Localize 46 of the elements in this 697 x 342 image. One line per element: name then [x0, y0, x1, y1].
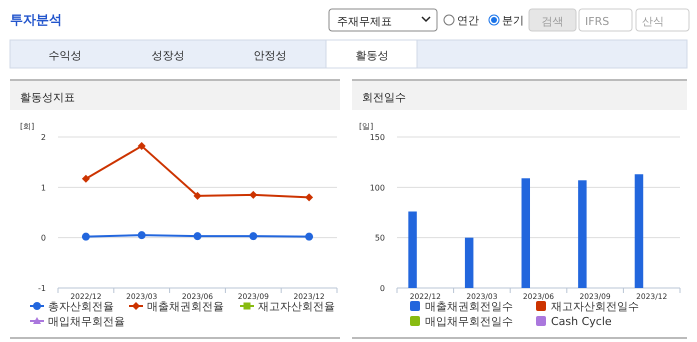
text: 연간 [457, 14, 479, 27]
text: 검색 [542, 15, 564, 28]
point [194, 232, 202, 240]
y-tick-label: 1 [40, 183, 46, 192]
y-tick-label: 0 [40, 234, 46, 243]
chart-title: 활동성지표 [20, 91, 75, 104]
text: 분기 [502, 14, 524, 27]
legend-label: 재고자산회전일수 [551, 300, 639, 313]
point [138, 142, 146, 150]
text: 투자분석 [10, 13, 62, 28]
y-tick-label: 50 [374, 234, 385, 243]
chart-title: 회전일수 [362, 91, 406, 104]
point [82, 232, 90, 241]
text: IFRS [585, 15, 610, 28]
text: 활동성 [356, 49, 388, 62]
bar [578, 180, 587, 288]
legend-label: 매출채권회전일수 [425, 300, 513, 313]
text: 주재무제표 [337, 15, 392, 28]
bar [408, 211, 417, 288]
legend-label: 총자산회전율 [48, 300, 114, 313]
bar [522, 178, 530, 288]
y-axis-title: [회] [20, 122, 34, 131]
y-tick-label: 2 [40, 133, 46, 142]
legend-label: 매출채권회전율 [147, 300, 224, 313]
legend-label: 재고자산회전율 [258, 300, 335, 313]
point [82, 174, 90, 183]
bar [464, 238, 474, 288]
point [305, 232, 314, 241]
text: 산식 [642, 15, 664, 28]
y-tick-label: 150 [370, 133, 385, 142]
legend-label: Cash Cycle [551, 315, 612, 328]
legend-label: 매입채무회전율 [48, 315, 125, 328]
text: 수익성 [48, 49, 82, 62]
point [249, 190, 258, 199]
point [194, 192, 202, 200]
point [249, 232, 258, 240]
y-tick-label: 100 [370, 183, 385, 192]
point [305, 193, 314, 202]
legend-label: 매입채무회전일수 [425, 315, 513, 328]
bar [634, 174, 644, 288]
text: 안정성 [254, 49, 286, 62]
point [138, 231, 146, 240]
y-tick-label: -1 [38, 284, 46, 293]
text: 성장성 [152, 49, 184, 62]
y-axis-title: [일] [359, 122, 374, 131]
y-tick-label: 0 [380, 284, 385, 293]
